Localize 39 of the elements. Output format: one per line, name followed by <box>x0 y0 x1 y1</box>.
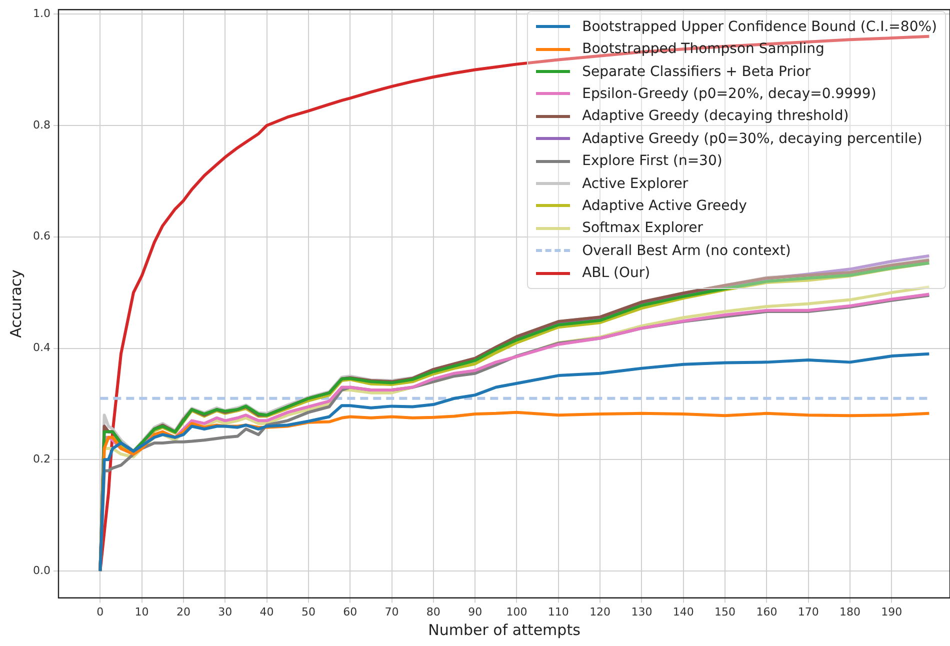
x-tick-label: 40 <box>260 605 274 618</box>
legend-label: Separate Classifiers + Beta Prior <box>582 64 811 80</box>
x-tick-label: 190 <box>881 605 902 618</box>
x-tick-label: 140 <box>672 605 694 618</box>
x-tick-label: 30 <box>218 605 232 618</box>
y-tick-label: 0.2 <box>32 452 50 466</box>
x-tick-label: 50 <box>301 605 316 618</box>
y-tick-label: 1.0 <box>32 6 50 20</box>
x-tick-label: 60 <box>343 605 358 618</box>
y-axis-title: Accuracy <box>6 269 25 338</box>
x-tick-label: 130 <box>631 605 652 618</box>
x-tick-label: 20 <box>176 605 190 618</box>
legend-label: Softmax Explorer <box>582 220 703 236</box>
legend-label: Adaptive Greedy (p0=30%, decaying percentile) <box>582 130 922 147</box>
x-tick-label: 120 <box>590 605 611 618</box>
legend-label: Epsilon-Greedy (p0=20%, decay=0.9999) <box>582 86 876 102</box>
x-tick-label: 160 <box>756 605 778 618</box>
legend-label: Explore First (n=30) <box>582 153 722 170</box>
x-tick-label: 90 <box>468 605 482 618</box>
y-tick-label: 0.0 <box>32 564 50 577</box>
y-tick-label: 0.8 <box>32 118 50 132</box>
legend-label: Adaptive Greedy (decaying threshold) <box>582 108 849 124</box>
x-tick-label: 180 <box>840 605 861 618</box>
x-tick-label: 150 <box>714 605 736 618</box>
x-tick-label: 110 <box>548 605 569 618</box>
legend-label: Overall Best Arm (no context) <box>582 242 791 259</box>
x-tick-label: 70 <box>384 605 399 618</box>
legend-label: Adaptive Active Greedy <box>582 198 747 214</box>
x-tick-label: 100 <box>506 605 528 618</box>
x-tick-label: 80 <box>426 605 440 618</box>
y-tick-label: 0.6 <box>32 230 50 243</box>
legend-label: Bootstrapped Upper Confidence Bound (C.I.=80%) <box>582 18 937 35</box>
x-axis-title: Number of attempts <box>428 620 581 639</box>
y-tick-label: 0.4 <box>32 341 50 354</box>
legend-label: Active Explorer <box>582 176 688 192</box>
x-tick-label: 10 <box>134 605 149 618</box>
x-tick-label: 0 <box>96 605 104 618</box>
legend-label: ABL (Our) <box>582 265 650 282</box>
x-tick-label: 170 <box>798 605 819 618</box>
